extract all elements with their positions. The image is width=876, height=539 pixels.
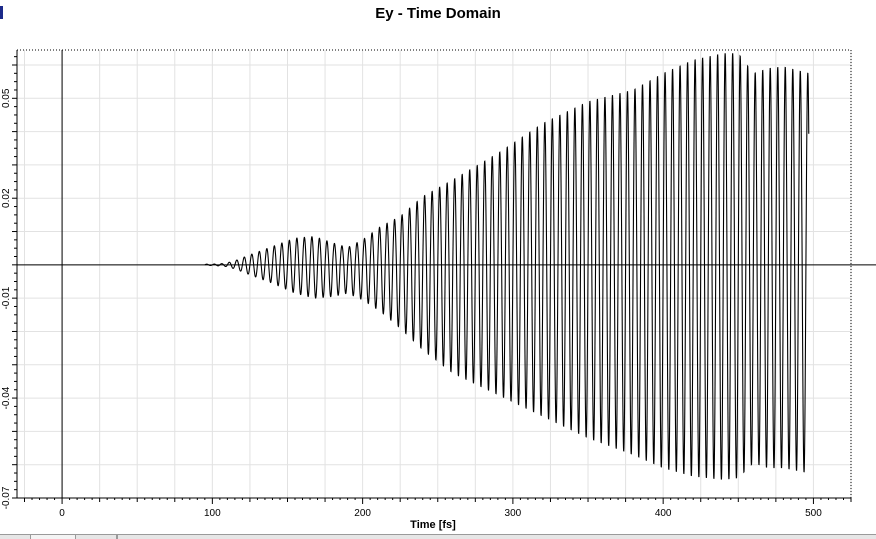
bottom-tab-bar xyxy=(0,534,876,539)
window-edge-marker xyxy=(0,6,3,19)
x-tick-label: 400 xyxy=(655,508,672,519)
y-tick-label: 0.05 xyxy=(1,88,12,108)
series-layer xyxy=(204,53,810,480)
x-tick-label: 200 xyxy=(354,508,371,519)
zero-axes xyxy=(17,50,876,498)
y-tick-label: -0.04 xyxy=(1,386,12,409)
y-tick-label: -0.01 xyxy=(1,286,12,309)
bottom-tab-separator xyxy=(116,535,118,539)
x-axis-label: Time [fs] xyxy=(410,519,456,531)
bottom-tab[interactable] xyxy=(30,535,76,539)
x-tick-label: 0 xyxy=(59,508,65,519)
x-tick-label: 500 xyxy=(805,508,822,519)
y-tick-label: 0.02 xyxy=(1,188,12,208)
chart-title: Ey - Time Domain xyxy=(375,5,501,22)
y-tick-label: -0.07 xyxy=(1,486,12,509)
x-tick-label: 300 xyxy=(505,508,522,519)
series-line-0 xyxy=(204,53,810,480)
axis-ticks: 0 100 200 300 400 500 0.05 0.02 -0.01 -0.04 -0.07 xyxy=(1,56,852,519)
x-tick-label: 100 xyxy=(204,508,221,519)
